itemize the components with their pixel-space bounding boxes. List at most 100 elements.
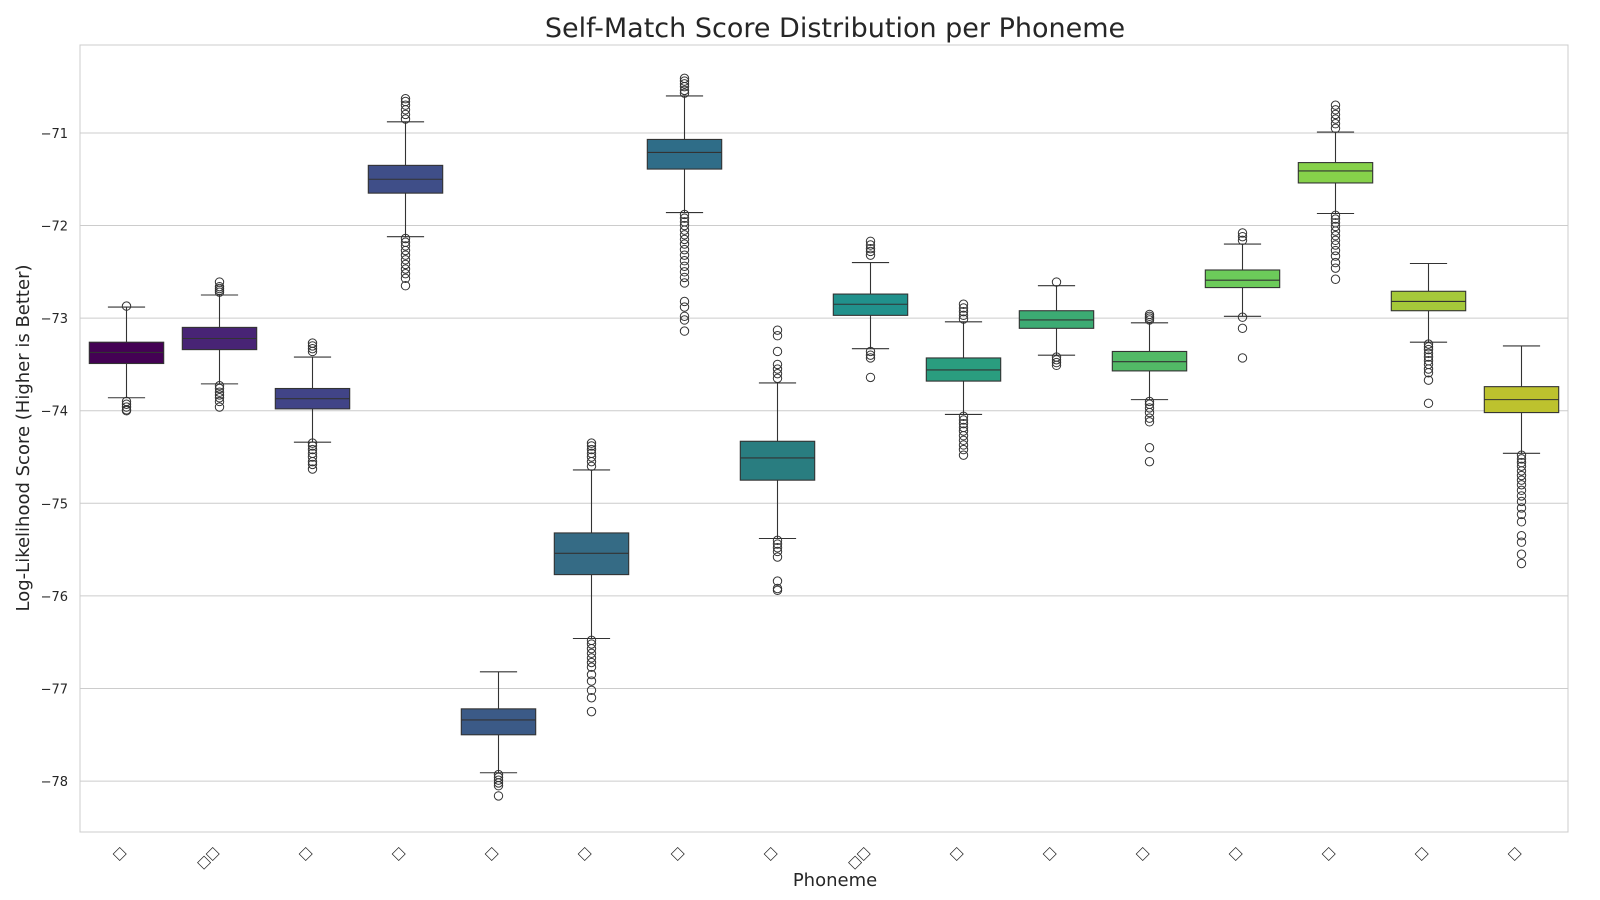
outlier-point — [865, 346, 876, 357]
outlier-point — [772, 364, 783, 374]
outlier-point — [772, 359, 783, 370]
outlier-point — [1423, 339, 1434, 349]
outlier-point — [586, 461, 597, 471]
y-tick-label: −72 — [41, 220, 68, 235]
outlier-point — [1237, 323, 1248, 334]
outlier-point — [121, 399, 132, 409]
outlier-point — [1330, 119, 1341, 129]
outlier-point — [1144, 413, 1155, 423]
outlier-point — [1330, 245, 1341, 256]
outlier-point — [1423, 342, 1434, 352]
y-tick-label: −76 — [41, 590, 68, 605]
outlier-point — [586, 706, 597, 717]
y-axis-ticks: −71 −72 −73 −74 −75 −76 −77 −78 — [41, 127, 68, 790]
x-axis-label: Phoneme — [793, 870, 877, 891]
boxes-layer — [88, 73, 1560, 801]
outlier-point — [679, 311, 690, 321]
outlier-point — [1516, 537, 1527, 547]
outlier-point — [586, 643, 597, 654]
outlier-point — [679, 213, 690, 223]
outlier-point — [586, 657, 597, 668]
outlier-point — [214, 396, 225, 407]
outlier-point — [865, 353, 876, 363]
box — [1204, 269, 1281, 289]
outlier-point — [1516, 454, 1527, 464]
outlier-point — [1330, 221, 1341, 232]
outlier-point — [586, 669, 597, 680]
outlier-point — [121, 301, 132, 311]
y-tick-label: −77 — [41, 682, 68, 697]
outlier-point — [1516, 509, 1527, 520]
outlier-point — [121, 402, 132, 412]
outlier-point — [1144, 443, 1155, 453]
outlier-point — [586, 456, 597, 467]
outlier-point — [493, 778, 504, 788]
outlier-point — [586, 438, 597, 448]
outlier-point — [1516, 496, 1527, 507]
outlier-point — [958, 418, 969, 429]
outlier-point — [1423, 344, 1434, 355]
outlier-point — [400, 100, 411, 110]
outlier-point — [1516, 503, 1527, 513]
outlier-point — [679, 302, 690, 312]
box-series-10 — [925, 299, 1002, 460]
outlier-point — [214, 393, 225, 403]
outlier-point — [307, 464, 318, 474]
outlier-point — [679, 234, 690, 245]
outlier-point — [679, 272, 690, 283]
box-series-11 — [1018, 277, 1095, 371]
outlier-point — [679, 230, 690, 240]
outlier-point — [1144, 417, 1155, 427]
box — [1297, 162, 1374, 184]
outlier-point — [679, 220, 690, 231]
outlier-point — [958, 310, 969, 321]
outlier-point — [772, 535, 783, 546]
outlier-point — [214, 383, 225, 394]
outlier-point — [679, 79, 690, 89]
outlier-point — [679, 76, 690, 86]
outlier-point — [1237, 353, 1248, 363]
outlier-point — [958, 435, 969, 446]
outlier-point — [400, 94, 411, 104]
outlier-point — [1144, 396, 1155, 407]
outlier-point — [958, 306, 969, 317]
outlier-point — [586, 648, 597, 659]
box-series-16 — [1483, 345, 1560, 569]
outlier-point — [772, 585, 783, 596]
outlier-point — [586, 693, 597, 703]
outlier-point — [679, 326, 690, 336]
outlier-point — [1423, 348, 1434, 359]
outlier-point — [400, 109, 411, 120]
outlier-point — [679, 244, 690, 255]
outlier-point — [307, 438, 318, 448]
outlier-point — [1330, 123, 1341, 134]
outlier-point — [1051, 360, 1062, 371]
box — [646, 138, 723, 170]
box-series-2 — [181, 277, 258, 412]
chart-title: Self-Match Score Distribution per Phonem… — [545, 13, 1125, 44]
outlier-point — [679, 250, 690, 260]
outlier-point — [1330, 240, 1341, 250]
outlier-point — [493, 791, 504, 801]
outlier-point — [679, 261, 690, 271]
outlier-point — [400, 233, 411, 244]
outlier-point — [958, 314, 969, 324]
outlier-point — [958, 303, 969, 313]
outlier-point — [958, 415, 969, 425]
outlier-point — [586, 685, 597, 696]
outlier-point — [772, 368, 783, 379]
outlier-point — [400, 245, 411, 256]
outlier-point — [586, 452, 597, 462]
outlier-point — [1144, 456, 1155, 467]
outlier-point — [772, 373, 783, 384]
outlier-point — [1051, 277, 1062, 287]
outlier-point — [400, 250, 411, 260]
outlier-point — [400, 268, 411, 279]
outlier-point — [679, 81, 690, 92]
outlier-point — [586, 444, 597, 455]
outlier-point — [214, 387, 225, 397]
outlier-point — [400, 281, 411, 291]
outlier-point — [307, 452, 318, 462]
outlier-point — [1516, 475, 1527, 485]
